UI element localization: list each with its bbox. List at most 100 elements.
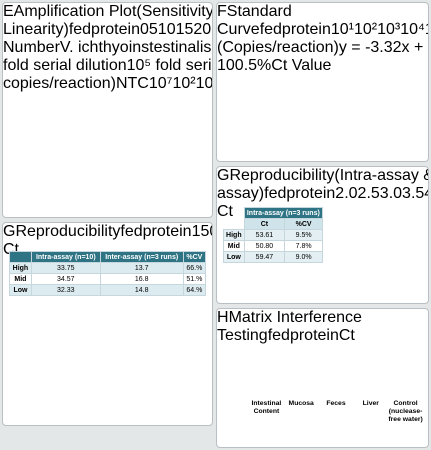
table-cell: High [223, 229, 245, 241]
table-row: Low 59.47 9.0% [223, 251, 323, 263]
annotation: 10¹ [195, 75, 213, 92]
legend-label: NTC [115, 75, 149, 92]
panel-title: Matrix Interference Testing [217, 309, 362, 344]
x-tick-label: 10¹ [330, 21, 354, 38]
x-tick-label: Control (nuclease-free water) [388, 400, 423, 423]
table-cell: Low [223, 251, 245, 263]
panel-subtitle: (Sensitivity & Linearity) [3, 3, 213, 38]
panel: GReproducibility(Intra-assay & Inter-ass… [216, 166, 429, 304]
x-tick-label: 5 [148, 21, 158, 38]
table-cell [224, 219, 245, 230]
table-row: Mid 50.80 7.8% [223, 240, 323, 252]
y-tick-label: 3.0 [379, 185, 403, 202]
x-tick-label: Feces [326, 400, 346, 407]
table-cell: 9.0% [284, 251, 323, 263]
panel-letter: G [217, 167, 230, 184]
table-cell: 13.7 [99, 262, 184, 274]
data-table: Intra-assay (n=10) Inter-assay (n=3 runs)… [9, 251, 207, 296]
table-header: %CV [182, 251, 207, 263]
table-cell: 64.% [182, 284, 207, 296]
panel-letter: G [3, 223, 16, 240]
panel-title: Amplification Plot [13, 3, 137, 20]
panel-canvas: GReproducibilityfedprotein150200250HighM… [3, 223, 212, 259]
annotation: y = -3.32x + 41.5 [338, 39, 428, 56]
table-row: Mid 34.57 16.8 51.% [9, 273, 207, 285]
table-cell [224, 208, 245, 219]
table-row: Ct %CV [224, 218, 323, 230]
x-tick-label: Mucosa [288, 400, 314, 407]
table-cell: 16.8 [99, 273, 184, 285]
panel-title: Standard Curve [217, 3, 292, 38]
panel: HMatrix Interference TestingfedproteinCt… [216, 308, 429, 448]
table-header: Ct [243, 218, 286, 230]
brand: fedprotein [267, 327, 339, 344]
table-cell: 32.33 [30, 284, 101, 296]
legend-label: 10⁷ fold serial dilution [3, 57, 127, 74]
annotation: 10² [172, 75, 196, 92]
table-header: Intra-assay (n=3 runs) [243, 207, 324, 219]
table-cell: High [9, 262, 32, 274]
table-cell [9, 251, 32, 263]
y-axis-label: Ct Value [271, 57, 332, 74]
y-tick-label: 2.0 [335, 185, 358, 202]
x-tick-label: Intestinal Content [251, 400, 282, 415]
x-tick-label: Liver [362, 400, 379, 407]
panel: FStandard Curvefedprotein10¹10²10³10⁴10⁵… [216, 2, 429, 162]
y-tick-label: 3.5 [402, 185, 425, 202]
table-cell: 53.61 [243, 229, 286, 241]
panel-canvas: HMatrix Interference TestingfedproteinCt [217, 309, 428, 345]
table-row: Intra-assay (n=3 runs) [224, 207, 324, 219]
table-cell: 59.47 [243, 251, 286, 263]
table-cell: 33.75 [30, 262, 101, 274]
x-axis-label: Log10 (Copies/reaction) [217, 39, 339, 56]
table-header: %CV [284, 218, 323, 230]
table-cell: Mid [9, 273, 32, 285]
brand: fedprotein [264, 185, 336, 202]
annotation: Efficiency (E) = 100.5% [217, 57, 272, 74]
table-cell: Low [9, 284, 32, 296]
annotation: 10⁷ [148, 75, 173, 92]
x-tick-label: 25 [211, 21, 212, 38]
table-cell: 66.% [182, 262, 207, 274]
table-row: Intra-assay (n=10) Inter-assay (n=3 runs)… [9, 251, 207, 263]
table-cell: 51.% [182, 273, 207, 285]
table-row: Low 32.33 14.8 64.% [9, 284, 207, 296]
panel-canvas: FStandard Curvefedprotein10¹10²10³10⁴10⁵… [217, 3, 428, 75]
table-cell: 50.80 [243, 240, 286, 252]
x-tick-label: 20 [193, 21, 212, 38]
legend-label: V. ichthyoinstestinalis genomic DNA [59, 39, 212, 56]
table-cell: Mid [223, 240, 245, 252]
panel-letter: E [3, 3, 14, 20]
x-tick-label: 10² [353, 21, 378, 38]
brand: fedprotein [120, 223, 192, 240]
y-tick-label: 150 [191, 223, 212, 240]
brand: fedprotein [259, 21, 331, 38]
table-row: High 33.75 13.7 66.% [9, 262, 207, 274]
table-cell: 7.8% [284, 240, 323, 252]
panel-title: Reproducibility [15, 223, 121, 240]
brand: fedprotein [68, 21, 140, 38]
x-tick-label: 15 [175, 21, 194, 38]
panel: GReproducibilityfedprotein150200250HighM… [2, 222, 213, 426]
table-row: High 53.61 9.5% [223, 229, 323, 241]
y-tick-label: 4.0 [424, 185, 428, 202]
y-tick-label: 2.5 [357, 185, 380, 202]
panel-title: Reproducibility [229, 167, 335, 184]
panel-canvas: EAmplification Plot(Sensitivity & Linear… [3, 3, 213, 93]
table-header: Intra-assay (n=10) [30, 251, 101, 263]
panel-letter: H [217, 309, 229, 326]
table-cell: 34.57 [30, 273, 101, 285]
legend-label: 10⁵ fold serial dilution [126, 57, 212, 74]
x-tick-label: 0 [139, 21, 149, 38]
legend-label: 10⁴ copies/reaction) [3, 75, 116, 92]
panel-canvas: GReproducibility(Intra-assay & Inter-ass… [217, 167, 428, 221]
panel-subtitle: (Intra-assay & Inter-assay) [217, 167, 428, 202]
y-axis-label: Ct [338, 327, 355, 344]
data-table: Intra-assay (n=3 runs) Ct %CV High 53.61 9.5%… [223, 207, 324, 263]
table-cell: 14.8 [99, 284, 184, 296]
x-tick-label: 10⁵ [425, 21, 428, 38]
table-cell: 9.5% [284, 229, 323, 241]
y-axis-label: Mean Ct [217, 203, 233, 220]
panel: EAmplification Plot(Sensitivity & Linear… [2, 2, 213, 218]
